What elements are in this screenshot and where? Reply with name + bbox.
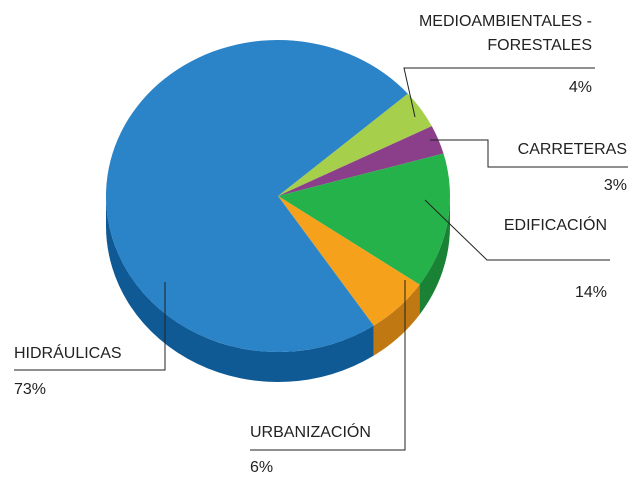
pie-side	[373, 284, 420, 356]
slice-label: HIDRÁULICAS	[14, 345, 122, 362]
value-label: 73%	[14, 381, 47, 398]
leader-line	[14, 282, 166, 371]
value-label: 4%	[568, 79, 592, 96]
pie-slice	[278, 126, 444, 196]
value-label: 6%	[250, 459, 274, 476]
value-label: 14%	[574, 284, 607, 301]
pie-side	[419, 196, 450, 315]
pie-slice	[105, 40, 408, 353]
pie-slices	[105, 40, 450, 353]
slice-label: EDIFICACIÓN	[503, 217, 607, 234]
pie-side	[106, 196, 374, 382]
leader-line	[430, 139, 628, 168]
slice-label: CARRETERAS	[517, 141, 627, 158]
value-label: 3%	[603, 177, 627, 194]
leader-line	[403, 67, 595, 118]
pie-slice	[278, 153, 450, 285]
slice-label: URBANIZACIÓN	[250, 424, 371, 441]
leader-line	[424, 199, 610, 261]
pie-slice	[278, 93, 432, 196]
slice-label: MEDIOAMBIENTALES -FORESTALES	[418, 13, 592, 54]
pie-slice	[278, 196, 420, 326]
pie-sides	[106, 196, 450, 382]
leader-line	[250, 280, 406, 451]
